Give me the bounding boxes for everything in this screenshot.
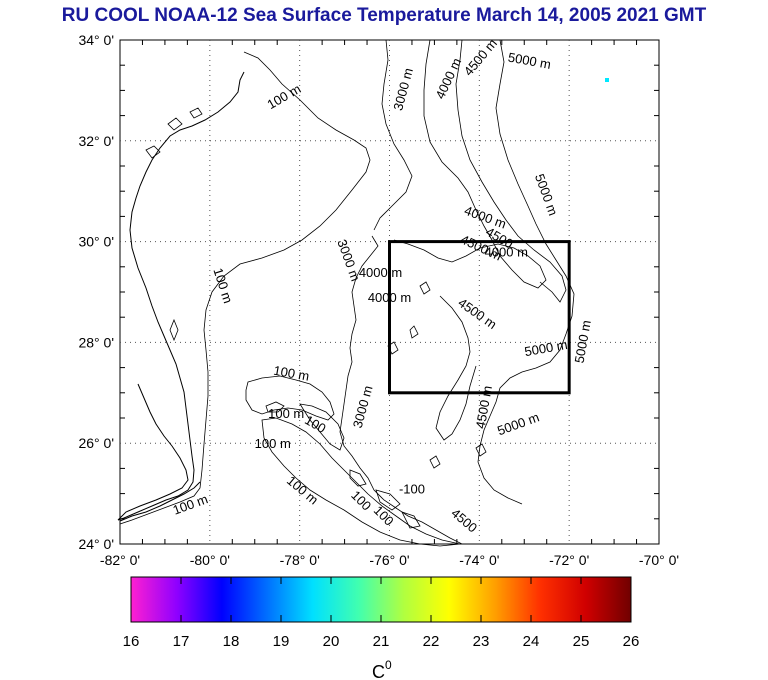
map-gridlines bbox=[120, 40, 659, 544]
contour-label: -100 bbox=[399, 482, 425, 497]
lon-label: -72° 0' bbox=[549, 552, 589, 568]
lon-label: -76° 0' bbox=[369, 552, 409, 568]
contour-label: 4000 m bbox=[485, 245, 528, 260]
contour-label: 4500 m bbox=[473, 384, 495, 429]
contour-label: 100 m bbox=[284, 473, 321, 508]
great-bahama-bank bbox=[261, 417, 461, 547]
lon-label: -70° 0' bbox=[639, 552, 679, 568]
axis-labels: 34° 0' 32° 0' 30° 0' 28° 0' 26° 0' 24° 0'-82°… bbox=[78, 32, 679, 568]
lon-label: -78° 0' bbox=[280, 552, 320, 568]
coastline-detail bbox=[145, 107, 487, 469]
lat-label: 24° 0' bbox=[78, 536, 114, 552]
contour-label: 5000 m bbox=[532, 172, 561, 218]
lon-label: -80° 0' bbox=[190, 552, 230, 568]
lat-label: 32° 0' bbox=[78, 133, 114, 149]
contour-label: 4000 m bbox=[462, 203, 508, 232]
contour-label: 4500 bbox=[448, 505, 480, 535]
isobath-100m-east bbox=[119, 51, 371, 525]
map-title: RU COOL NOAA-12 Sea Surface Temperature … bbox=[61, 5, 707, 26]
contour-label: 100 m bbox=[171, 491, 210, 517]
isobath-5000m bbox=[477, 39, 575, 505]
contour-label: 5000 m bbox=[507, 50, 552, 72]
lat-label: 30° 0' bbox=[78, 234, 114, 250]
florida-keys bbox=[119, 481, 201, 522]
region-box bbox=[388, 240, 571, 395]
florida-gulf-coastline bbox=[117, 383, 189, 521]
isobath-4500m bbox=[455, 39, 567, 303]
florida-coastline bbox=[117, 71, 245, 521]
little-bahama-bank bbox=[245, 375, 335, 421]
contour-label: 4000 m bbox=[432, 56, 464, 102]
lat-label: 26° 0' bbox=[78, 435, 114, 451]
contour-label: 3000 m bbox=[390, 66, 416, 112]
lon-label: -74° 0' bbox=[459, 552, 499, 568]
contour-label: 4500 m bbox=[461, 36, 500, 79]
lon-label: -82° 0' bbox=[100, 552, 140, 568]
contour-label: 4000 m bbox=[359, 265, 402, 280]
coastline bbox=[117, 39, 575, 547]
bahamas-islands bbox=[265, 401, 421, 529]
isobath-4500m-south bbox=[435, 295, 477, 441]
contour-label: 100 m bbox=[268, 406, 304, 421]
contour-label: 4500 m bbox=[455, 295, 499, 332]
contour-label: 100 m bbox=[272, 363, 310, 384]
isobath-4000m bbox=[393, 39, 547, 289]
contour-label: 100 bbox=[348, 488, 374, 514]
contour-label: 100 bbox=[371, 503, 397, 529]
lat-label: 28° 0' bbox=[78, 334, 114, 350]
contour-label: 3000 m bbox=[350, 384, 376, 430]
contour-label: 100 m bbox=[255, 436, 291, 451]
lat-label: 34° 0' bbox=[78, 32, 114, 48]
contour-label: 5000 m bbox=[572, 319, 594, 364]
isobath-3000m-north bbox=[373, 39, 413, 231]
contour-label: 5000 m bbox=[495, 409, 541, 438]
cloud-pixel bbox=[605, 78, 609, 82]
isobath-3000m bbox=[339, 235, 463, 545]
contour-label: 5000 m bbox=[523, 337, 568, 359]
contour-label: 100 m bbox=[210, 266, 235, 305]
